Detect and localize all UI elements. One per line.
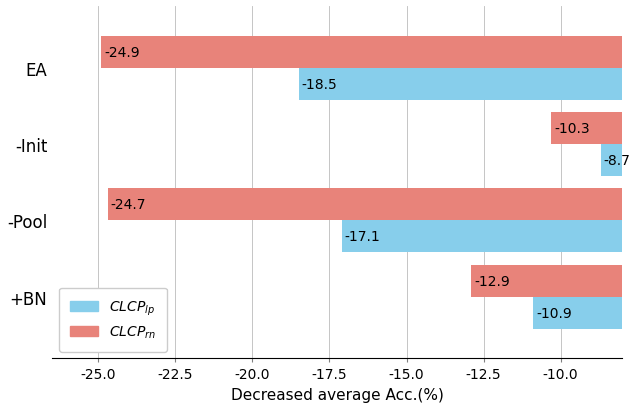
Text: -17.1: -17.1 — [345, 230, 381, 244]
Bar — [601, 145, 640, 177]
Bar — [533, 297, 640, 329]
Text: -10.9: -10.9 — [536, 306, 572, 320]
Text: -12.9: -12.9 — [474, 274, 510, 288]
Text: -8.7: -8.7 — [604, 154, 630, 168]
Text: -18.5: -18.5 — [301, 78, 337, 92]
Bar — [552, 113, 640, 145]
Text: -24.7: -24.7 — [111, 198, 146, 212]
Bar — [342, 221, 640, 253]
Text: -10.3: -10.3 — [554, 122, 590, 136]
Bar — [101, 37, 640, 69]
Bar — [471, 265, 640, 297]
X-axis label: Decreased average Acc.(%): Decreased average Acc.(%) — [231, 387, 444, 402]
Text: -24.9: -24.9 — [104, 46, 140, 60]
Bar — [299, 69, 640, 101]
Bar — [108, 189, 640, 221]
Legend: $CLCP_{lp}$, $CLCP_{rn}$: $CLCP_{lp}$, $CLCP_{rn}$ — [59, 288, 167, 352]
